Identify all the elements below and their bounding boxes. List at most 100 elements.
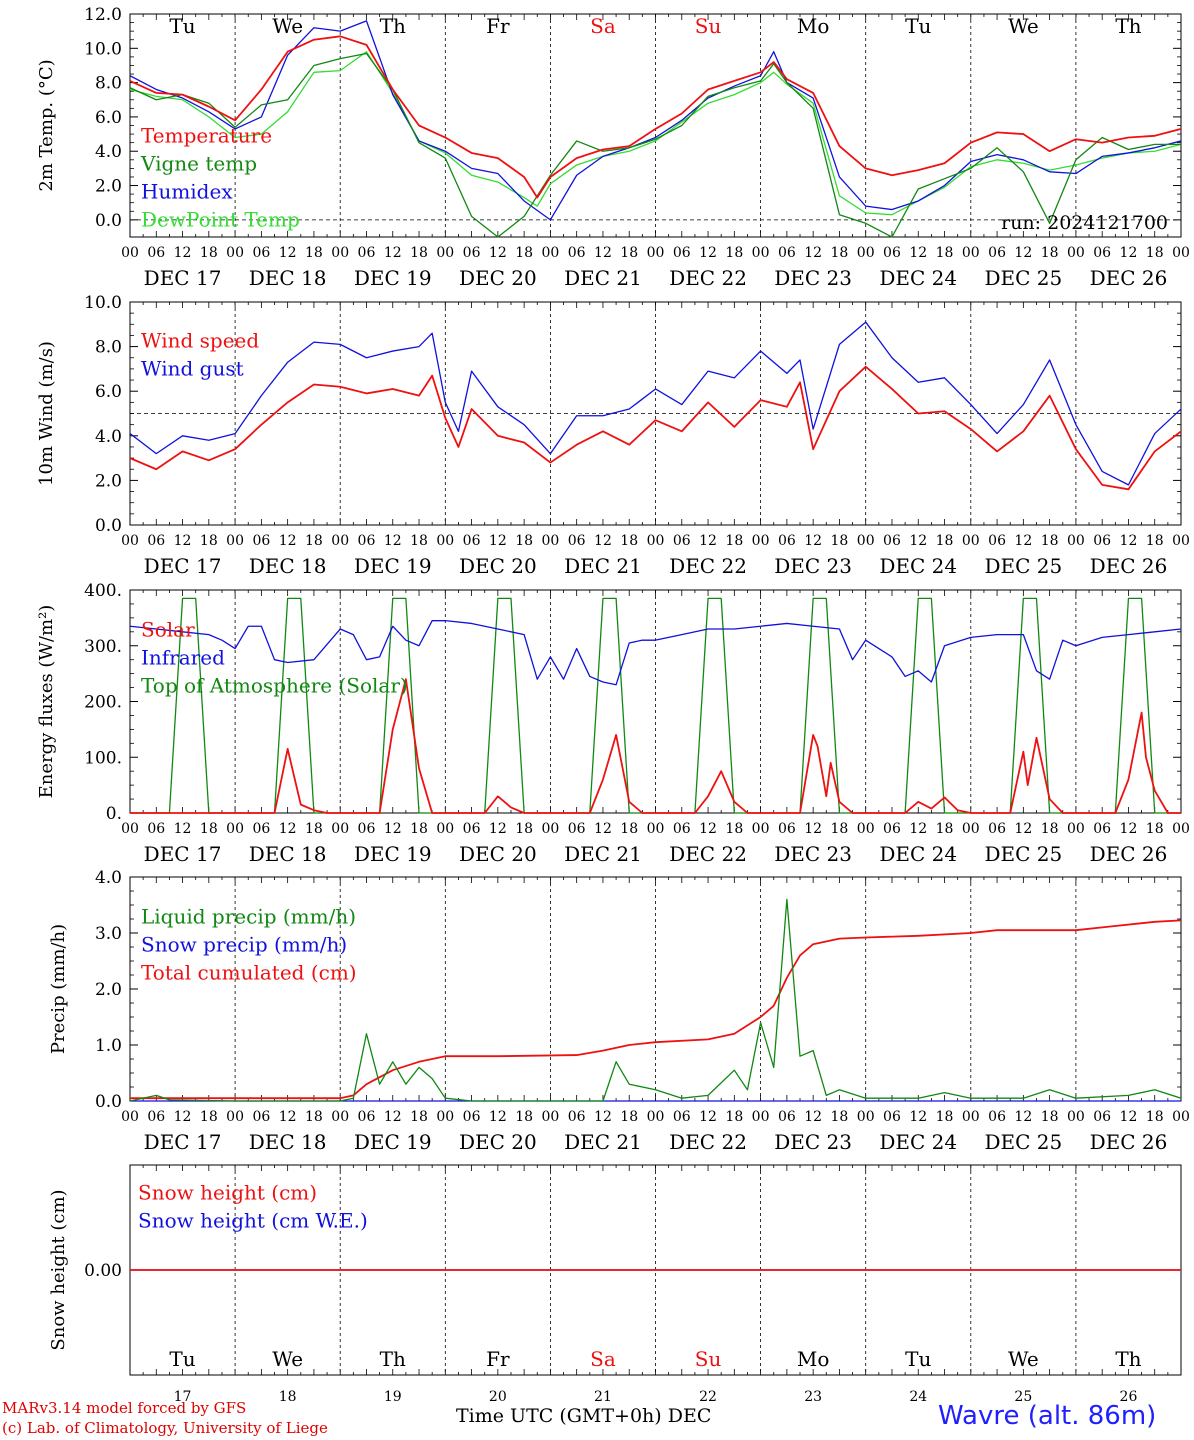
hour-tick-label: 06 [778,1109,796,1125]
legend-entry: Temperature [141,124,272,148]
hour-tick-label: 12 [384,1109,402,1125]
hour-tick-label: 00 [436,821,454,837]
hour-tick-label: 18 [620,1109,638,1125]
hour-tick-label: 18 [620,245,638,261]
panel-snow: 0.00 Snow height (cm) Snow height (cm) Snow… [48,1164,1182,1405]
y-tick-label: 4.0 [95,142,122,162]
date-label: DEC 22 [669,554,747,578]
hour-tick-label: 18 [305,245,323,261]
date-label: DEC 24 [879,266,957,290]
legend-entry: Wind gust [141,357,244,381]
hour-tick-label: 18 [1041,533,1059,549]
y-tick-label: 0.00 [84,1261,122,1281]
hour-tick-label: 06 [463,245,481,261]
y-tick-label: 2.0 [95,471,122,491]
y-tick-label: 300. [84,637,122,657]
legend-entry: Humidex [141,180,233,204]
hour-tick-label: 00 [857,821,875,837]
y-tick-label: 10.0 [84,293,122,313]
hour-tick-label: 12 [909,1109,927,1125]
date-label: DEC 17 [144,266,222,290]
hour-tick-label: 12 [1120,821,1138,837]
y-tick-label: 2.0 [95,980,122,1000]
date-label: DEC 26 [1090,842,1168,866]
hour-tick-label: 06 [988,245,1006,261]
hour-tick-label: 06 [883,533,901,549]
hour-tick-label: 18 [1146,245,1164,261]
weekday-label: Tu [169,1347,195,1371]
hour-tick-label: 00 [647,821,665,837]
hour-tick-label: 00 [331,533,349,549]
hour-tick-label: 00 [541,533,559,549]
hour-tick-label: 00 [1067,1109,1085,1125]
hour-tick-label: 00 [331,245,349,261]
y-tick-label: 100. [84,748,122,768]
hour-tick-label: 18 [305,821,323,837]
date-label: DEC 18 [249,266,327,290]
date-label: DEC 19 [354,842,432,866]
hour-tick-label: 00 [857,245,875,261]
hour-tick-label: 06 [988,533,1006,549]
weekday-label: Th [380,1347,406,1371]
hour-tick-label: 12 [384,821,402,837]
hour-tick-label: 18 [725,821,743,837]
hour-tick-label: 12 [384,533,402,549]
hour-tick-label: 06 [673,245,691,261]
y-tick-label: 2.0 [95,177,122,197]
hour-tick-label: 18 [1041,821,1059,837]
hour-tick-label: 00 [1172,245,1190,261]
weekday-label: Su [695,14,722,38]
date-label: DEC 20 [459,266,537,290]
hour-tick-label: 00 [1172,533,1190,549]
date-label: DEC 23 [774,1130,852,1154]
hour-tick-label: 18 [725,245,743,261]
hour-tick-label: 12 [384,245,402,261]
y-tick-label: 0.0 [95,516,122,536]
date-label: DEC 18 [249,1130,327,1154]
date-label: DEC 19 [354,554,432,578]
hour-tick-label: 00 [962,1109,980,1125]
hour-tick-label: 18 [725,1109,743,1125]
hour-tick-label: 06 [568,533,586,549]
hour-tick-label: 06 [1093,245,1111,261]
legend-entry: Top of Atmosphere (Solar) [141,674,408,698]
hour-tick-label: 12 [489,533,507,549]
panel-temperature: 0.0 2.0 4.0 6.0 8.0 10.0 12.0 2m Temp. (°C) Temp… [36,5,1190,290]
weekday-label: Mo [797,14,830,38]
hour-tick-label: 06 [463,533,481,549]
date-label: DEC 25 [984,266,1062,290]
day-number-label: 25 [1014,1389,1032,1405]
date-label: DEC 21 [564,1130,642,1154]
date-label: DEC 23 [774,842,852,866]
hour-tick-label: 12 [1014,821,1032,837]
hour-tick-label: 12 [699,821,717,837]
hour-tick-label: 18 [620,821,638,837]
hour-tick-label: 18 [831,533,849,549]
legend-entry: Snow height (cm W.E.) [138,1209,368,1233]
hour-tick-label: 06 [252,821,270,837]
hour-tick-label: 12 [1120,533,1138,549]
hour-tick-label: 18 [200,245,218,261]
hour-tick-label: 18 [936,533,954,549]
time-label: Time UTC (GMT+0h) [456,1405,662,1427]
hour-tick-label: 00 [541,1109,559,1125]
hour-tick-label: 06 [252,1109,270,1125]
hour-tick-label: 12 [699,245,717,261]
y-tick-label: 8.0 [95,338,122,358]
weekday-label: Fr [486,14,510,38]
series-line-top-of-atmosphere-solar- [130,597,1181,814]
legend-entry: Infrared [141,646,225,670]
weekday-label: We [1008,1347,1039,1371]
date-label: DEC 24 [879,554,957,578]
y-tick-label: 0.0 [95,211,122,231]
hour-tick-label: 12 [279,821,297,837]
date-label: DEC 25 [984,1130,1062,1154]
date-label: DEC 24 [879,1130,957,1154]
legend-entry: Snow height (cm) [138,1181,317,1205]
hour-tick-label: 06 [673,533,691,549]
plot-frame [129,589,1182,814]
day-number-label: 26 [1120,1389,1138,1405]
hour-tick-label: 18 [515,1109,533,1125]
hour-tick-label: 00 [331,1109,349,1125]
hour-tick-label: 18 [200,533,218,549]
